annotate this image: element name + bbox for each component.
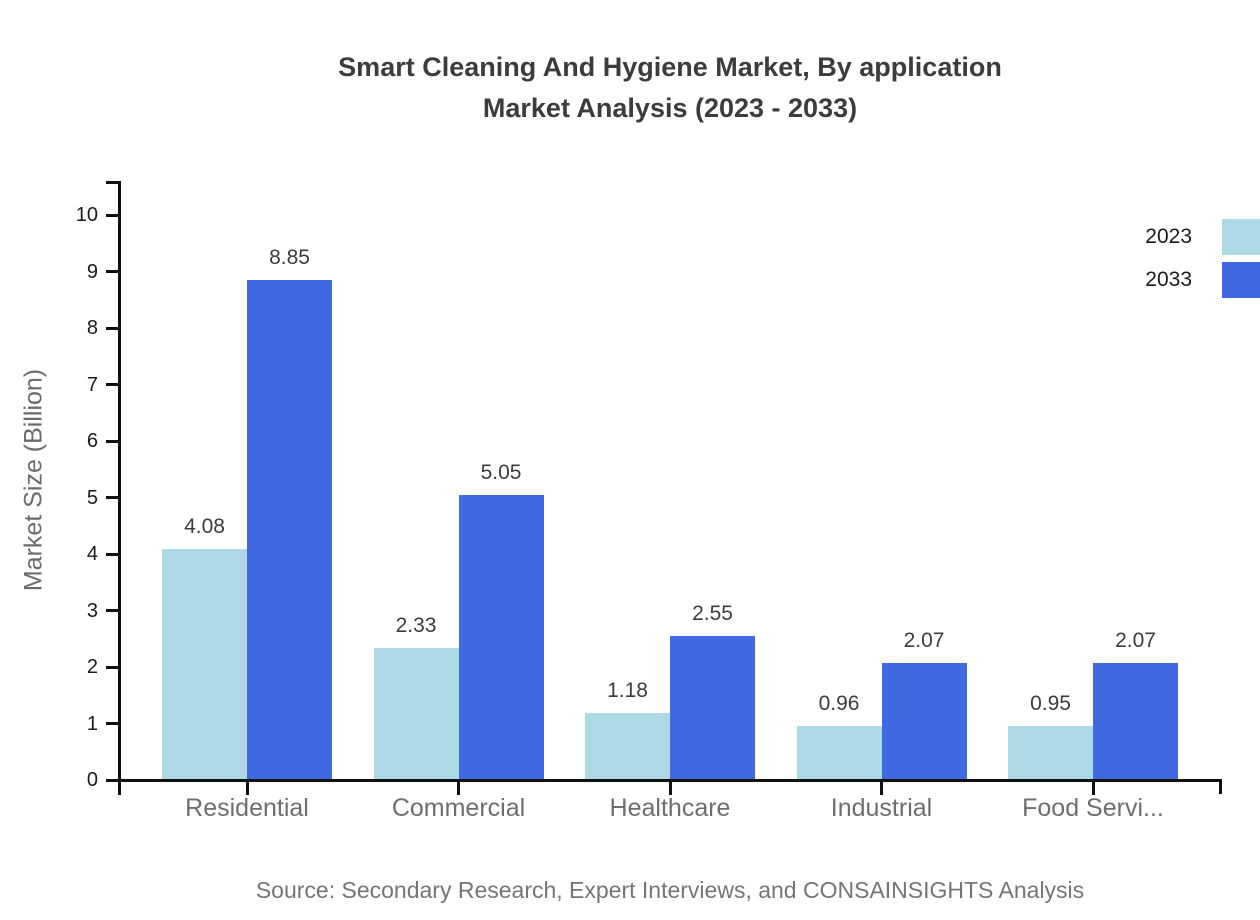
y-tick-label: 0 bbox=[86, 769, 98, 791]
bar-2033-commercial bbox=[458, 495, 544, 780]
bar-2023-industrial bbox=[796, 726, 882, 780]
legend-label-2023: 2023 bbox=[1145, 225, 1192, 248]
y-axis-end-cap bbox=[106, 181, 121, 184]
bar-2023-food-servi bbox=[1008, 726, 1093, 780]
value-label-2023-industrial: 0.96 bbox=[818, 692, 860, 715]
bar-2033-food-servi bbox=[1093, 663, 1178, 780]
y-tick-label: 8 bbox=[86, 317, 98, 339]
legend-item-2033: 2033 bbox=[1145, 261, 1260, 299]
value-label-2023-commercial: 2.33 bbox=[395, 614, 437, 637]
chart-title-line1: Smart Cleaning And Hygiene Market, By ap… bbox=[338, 52, 1002, 82]
y-tick bbox=[106, 665, 118, 669]
y-tick-label: 10 bbox=[75, 204, 98, 226]
source-note: Source: Secondary Research, Expert Inter… bbox=[255, 877, 1085, 903]
y-tick-label: 5 bbox=[86, 486, 98, 509]
x-tick bbox=[457, 782, 460, 795]
y-tick bbox=[106, 270, 118, 273]
x-axis-end-cap bbox=[1219, 779, 1222, 794]
y-tick-label: 6 bbox=[86, 430, 98, 452]
chart-title: Smart Cleaning And Hygiene Market, By ap… bbox=[118, 47, 1222, 129]
category-label-industrial: Industrial bbox=[830, 794, 933, 822]
y-tick-label: 1 bbox=[86, 712, 98, 735]
value-label-2033-healthcare: 2.55 bbox=[692, 602, 733, 625]
y-tick bbox=[106, 552, 118, 556]
y-tick bbox=[106, 213, 118, 217]
value-label-2033-commercial: 5.05 bbox=[480, 461, 522, 484]
x-tick bbox=[1091, 782, 1095, 795]
value-label-2023-food-servi: 0.95 bbox=[1030, 692, 1071, 715]
legend-item-2023: 2023 bbox=[1145, 218, 1260, 256]
y-tick bbox=[106, 609, 118, 612]
legend-swatch-2023-icon bbox=[1222, 219, 1260, 255]
category-label-food-servi: Food Servi... bbox=[1022, 794, 1164, 822]
bar-2023-residential bbox=[162, 549, 247, 780]
y-tick bbox=[106, 383, 118, 386]
y-tick-label: 4 bbox=[86, 543, 98, 565]
category-label-commercial: Commercial bbox=[391, 794, 526, 822]
y-tick-label: 2 bbox=[86, 656, 98, 678]
y-tick-label: 9 bbox=[86, 260, 98, 283]
y-tick bbox=[106, 778, 118, 782]
value-label-2033-industrial: 2.07 bbox=[903, 629, 945, 652]
value-label-2033-food-servi: 2.07 bbox=[1115, 629, 1156, 652]
legend: 2023 2033 bbox=[1145, 218, 1260, 304]
chart-title-line2: Market Analysis (2023 - 2033) bbox=[482, 93, 858, 123]
x-tick bbox=[880, 782, 883, 795]
category-label-healthcare: Healthcare bbox=[609, 794, 731, 822]
bar-2033-industrial bbox=[881, 663, 967, 780]
y-tick bbox=[106, 722, 118, 725]
y-tick bbox=[106, 496, 118, 499]
x-axis-line bbox=[118, 779, 1222, 782]
legend-swatch-2033-icon bbox=[1222, 262, 1260, 298]
category-label-residential: Residential bbox=[185, 794, 309, 822]
y-tick-label: 3 bbox=[86, 599, 98, 622]
x-tick bbox=[245, 782, 249, 795]
x-tick bbox=[668, 782, 672, 795]
bar-2023-commercial bbox=[373, 648, 459, 780]
y-tick-label: 7 bbox=[86, 373, 98, 396]
value-label-2023-healthcare: 1.18 bbox=[607, 679, 648, 702]
y-tick bbox=[106, 326, 118, 330]
value-label-2023-residential: 4.08 bbox=[184, 515, 225, 538]
y-axis-line bbox=[118, 181, 121, 795]
legend-label-2033: 2033 bbox=[1145, 268, 1192, 291]
bar-2023-healthcare bbox=[585, 713, 670, 780]
bar-2033-residential bbox=[247, 280, 332, 780]
y-tick bbox=[106, 439, 118, 443]
bar-2033-healthcare bbox=[670, 636, 755, 780]
value-label-2033-residential: 8.85 bbox=[269, 246, 310, 269]
